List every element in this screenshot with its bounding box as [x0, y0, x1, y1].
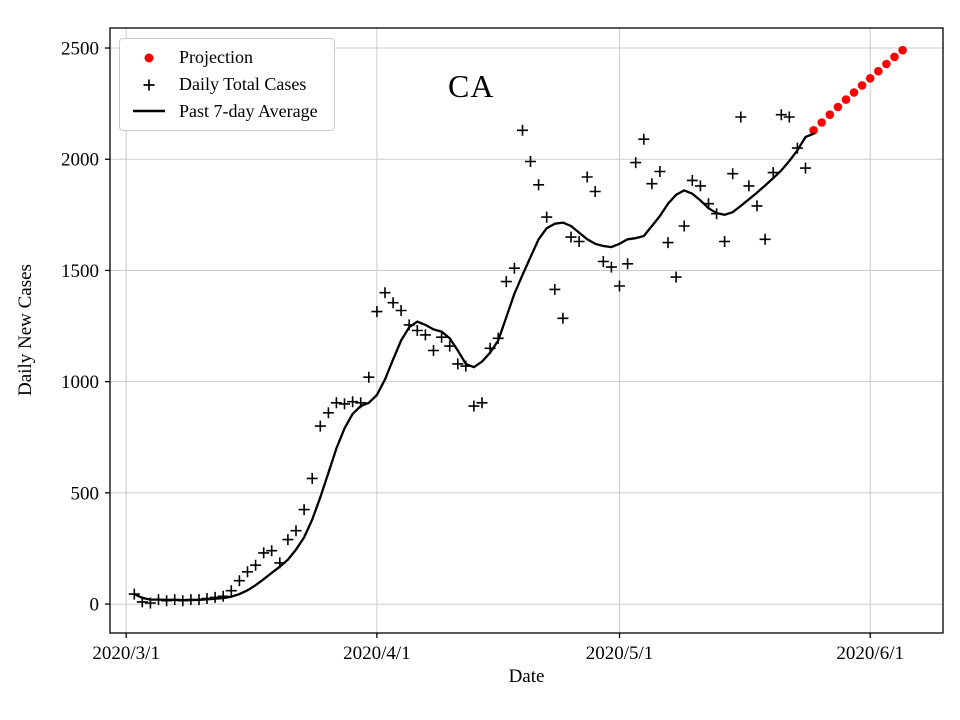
tick-labels: 2020/3/1 2020/4/1 2020/5/1 2020/6/1 0 500 1000…: [61, 39, 904, 664]
legend-item-daily-total-cases: Daily Total Cases: [131, 73, 318, 95]
x-tick-label: 2020/5/1: [586, 643, 654, 664]
x-axis-label: Date: [508, 666, 545, 687]
y-tick-label: 2500: [61, 39, 99, 60]
series-daily-total-cases: [128, 109, 811, 609]
legend-label-projection: Projection: [179, 47, 253, 67]
legend-label-past-7-day-average: Past 7-day Average: [179, 100, 318, 121]
axes-border: [109, 27, 944, 634]
series-past-7-day-average: [133, 132, 815, 602]
legend-item-past-7-day-average: Past 7-day Average: [131, 100, 318, 122]
x-tick-label: 2020/3/1: [92, 643, 160, 664]
y-tick-label: 1500: [61, 261, 99, 282]
projection-dot-icon: [144, 53, 154, 63]
series-projection: [809, 45, 907, 135]
x-tick-label: 2020/4/1: [343, 643, 411, 664]
legend-item-projection: Projection: [131, 47, 318, 68]
tick-marks: [105, 47, 871, 638]
legend: Projection Daily Total Cases Past 7-day …: [119, 38, 335, 132]
chart-title: CA: [448, 68, 495, 104]
line-marker-icon: [133, 110, 165, 113]
y-tick-label: 2000: [61, 150, 99, 171]
y-axis-label: Daily New Cases: [15, 264, 36, 396]
y-tick-label: 500: [71, 483, 100, 504]
gridlines: [110, 28, 943, 633]
y-tick-label: 0: [90, 595, 100, 616]
plus-marker-icon: [143, 79, 155, 91]
x-tick-label: 2020/6/1: [836, 643, 904, 664]
y-tick-label: 1000: [61, 372, 99, 393]
legend-label-daily-total-cases: Daily Total Cases: [179, 73, 307, 94]
